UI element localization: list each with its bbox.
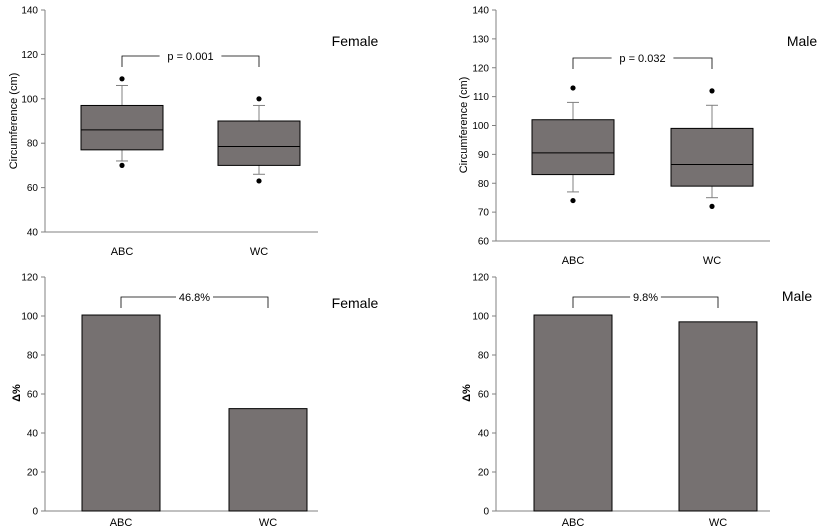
y-tick-label: 20 [27, 468, 39, 479]
y-tick-label: 0 [32, 507, 38, 518]
x-category-label: ABC [562, 255, 585, 267]
y-tick-label: 140 [472, 6, 489, 17]
x-category-label: WC [250, 246, 268, 258]
y-axis-label: Circumference (cm) [458, 77, 470, 174]
significance-label: 46.8% [179, 292, 210, 304]
significance-bracket [121, 55, 260, 67]
y-tick-label: 20 [478, 468, 490, 479]
y-tick-label: 70 [478, 208, 490, 219]
y-tick-label: 60 [27, 390, 39, 401]
y-axis-label: Circumference (cm) [8, 73, 20, 170]
panel-title: Male [787, 33, 818, 49]
y-tick-label: 80 [27, 139, 39, 150]
outlier-point [256, 178, 262, 184]
y-tick-label: 140 [21, 6, 38, 17]
outlier-point [570, 197, 576, 204]
outlier-point [119, 76, 125, 82]
y-tick-label: 40 [478, 429, 490, 440]
y-tick-label: 100 [472, 121, 489, 132]
y-tick-label: 60 [478, 390, 490, 401]
bar [678, 321, 758, 512]
chart-panel-2: 60 70 80 90 100 110 120 130 140 Circumference (cm… [458, 6, 817, 268]
box-iqr [670, 127, 754, 187]
y-tick-label: 120 [21, 273, 38, 284]
significance-label: 9.8% [633, 292, 658, 304]
bar [81, 314, 161, 512]
y-tick-label: 100 [21, 94, 38, 105]
significance-bracket [120, 296, 269, 308]
y-axis-label: Δ% [461, 384, 473, 402]
x-category-label: ABC [111, 246, 134, 258]
y-tick-label: 0 [483, 507, 489, 518]
panel-title: Male [782, 288, 813, 304]
y-axis-label: Δ% [11, 384, 23, 402]
y-tick-label: 80 [27, 351, 39, 362]
chart-panel-1: 40 60 80 100 120 140 Circumference (cm) Female A… [8, 6, 379, 259]
y-tick-label: 100 [21, 312, 38, 323]
box-iqr [217, 120, 301, 166]
outlier-point [256, 96, 262, 102]
y-tick-label: 120 [21, 50, 38, 61]
y-tick-label: 100 [472, 312, 489, 323]
panel-title: Female [332, 33, 379, 49]
y-tick-label: 120 [472, 63, 489, 74]
outlier-point [709, 203, 715, 209]
x-category-label: WC [709, 517, 727, 529]
outlier-point [570, 85, 576, 91]
bar [533, 314, 613, 512]
y-tick-label: 80 [478, 179, 490, 190]
panel-title: Female [332, 295, 379, 311]
chart-panel-3: 0 20 40 60 80 100 120 Δ% Female ABC WC 46.8% [11, 273, 379, 530]
outlier-point [119, 162, 125, 168]
y-tick-label: 130 [472, 34, 489, 45]
significance-bracket [572, 57, 713, 69]
bar [228, 408, 308, 512]
y-tick-label: 90 [478, 150, 490, 161]
box-iqr [531, 119, 615, 176]
y-tick-label: 60 [478, 237, 490, 248]
y-tick-label: 40 [27, 228, 39, 239]
x-category-label: ABC [110, 517, 133, 529]
y-tick-label: 120 [472, 273, 489, 284]
box-iqr [80, 104, 164, 151]
y-tick-label: 110 [473, 92, 489, 103]
chart-panel-4: 0 20 40 60 80 100 120 Δ% Male ABC WC 9.8% [461, 273, 812, 530]
x-category-label: WC [259, 517, 277, 529]
outlier-point [709, 88, 715, 94]
significance-label: p = 0.032 [619, 53, 665, 65]
x-category-label: WC [703, 255, 721, 267]
y-tick-label: 40 [27, 429, 39, 440]
significance-bracket [572, 296, 719, 308]
significance-label: p = 0.001 [167, 51, 213, 63]
y-tick-label: 60 [27, 183, 39, 194]
x-category-label: ABC [562, 517, 585, 529]
y-tick-label: 80 [478, 351, 490, 362]
